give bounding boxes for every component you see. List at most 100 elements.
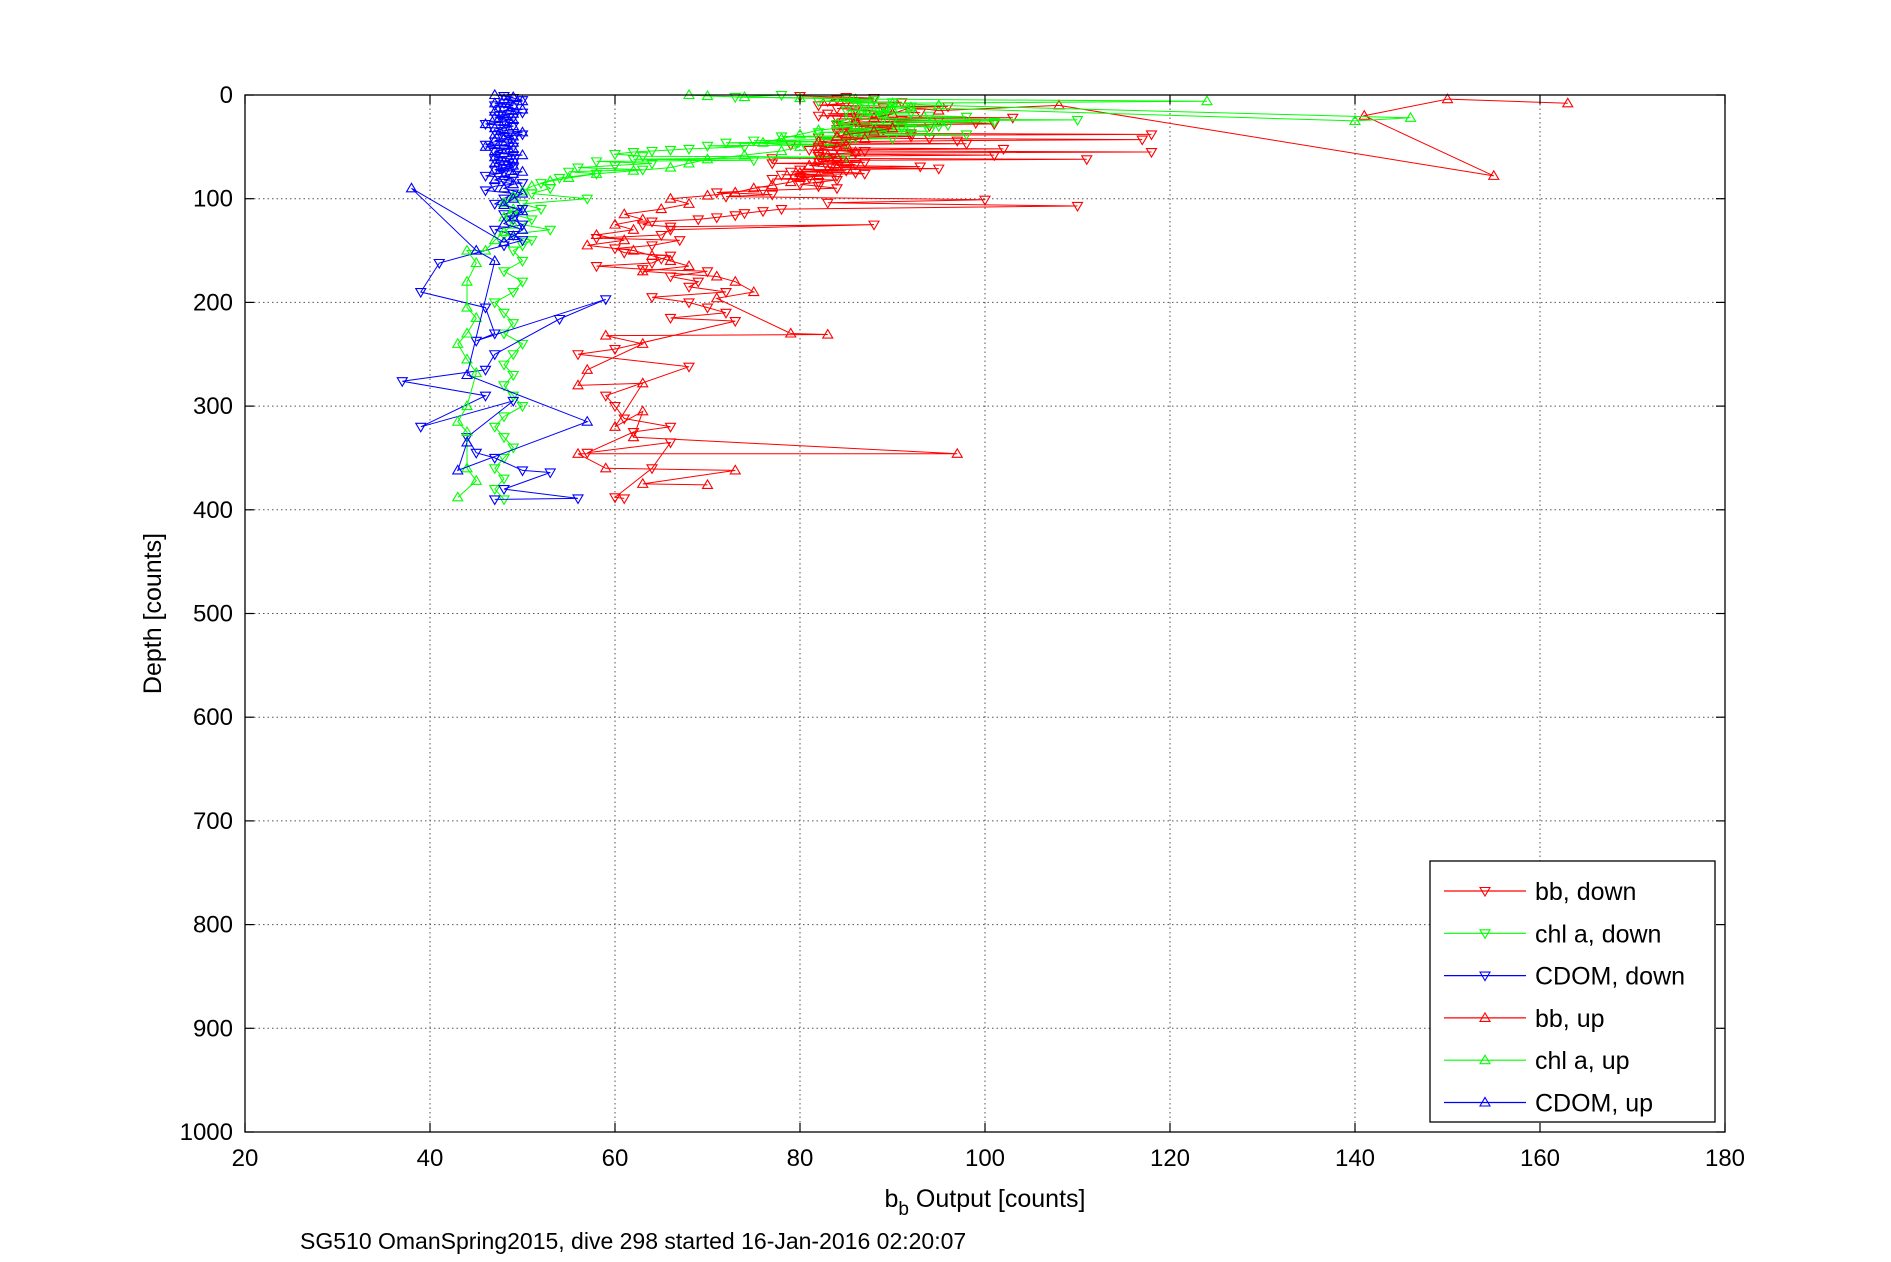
legend-marker	[1479, 929, 1491, 940]
data-point	[710, 188, 723, 199]
data-point	[470, 244, 483, 255]
data-point	[488, 329, 501, 340]
data-point	[812, 111, 825, 122]
data-point	[664, 222, 677, 233]
data-point	[498, 485, 510, 496]
data-point	[516, 241, 529, 252]
data-point	[683, 362, 695, 373]
x-axis-label: bb Output [counts]	[885, 1185, 1086, 1220]
data-point	[488, 165, 501, 176]
data-point	[507, 120, 520, 131]
data-point	[498, 225, 510, 236]
data-point	[646, 249, 658, 260]
data-point	[877, 107, 890, 118]
data-point	[498, 198, 510, 209]
data-point	[821, 163, 834, 174]
data-point	[960, 112, 973, 123]
data-point	[488, 101, 501, 112]
data-point	[812, 150, 825, 161]
data-point	[747, 136, 760, 147]
data-point	[618, 208, 631, 219]
data-point	[581, 239, 594, 250]
data-point	[572, 163, 584, 174]
x-tick-label: 160	[1520, 1145, 1560, 1172]
data-point	[683, 282, 695, 293]
data-point	[498, 132, 510, 143]
data-point	[590, 228, 603, 240]
data-point	[812, 135, 825, 146]
axis-ticks: 20 40 60 80 100 120 140 160 180 0 100 200 300 400 500 6…	[180, 82, 1745, 1172]
data-point	[498, 495, 510, 506]
data-point	[572, 379, 584, 390]
data-point	[636, 265, 649, 276]
legend-label: chl a, down	[1535, 920, 1661, 948]
data-point	[498, 433, 510, 444]
data-point	[461, 327, 473, 338]
data-point	[488, 495, 501, 506]
data-point	[747, 285, 760, 297]
data-point	[683, 157, 695, 168]
data-point	[627, 431, 640, 442]
data-point	[461, 301, 473, 312]
data-point	[923, 111, 936, 122]
data-point	[470, 448, 483, 459]
data-point	[831, 125, 843, 136]
data-point	[516, 179, 529, 190]
data-point	[498, 155, 510, 166]
data-point	[858, 158, 871, 169]
data-point	[886, 97, 899, 108]
data-point	[516, 256, 529, 268]
data-point	[738, 142, 751, 153]
data-point	[516, 205, 529, 216]
data-point	[812, 142, 825, 153]
data-point	[849, 149, 862, 160]
series-4	[451, 88, 1417, 502]
data-point	[479, 391, 492, 402]
data-point	[858, 146, 871, 158]
data-point	[646, 293, 658, 304]
data-point	[766, 190, 779, 201]
data-point	[831, 161, 843, 172]
data-point	[710, 270, 723, 281]
data-point	[507, 287, 520, 299]
data-point	[821, 328, 834, 339]
data-point	[812, 182, 825, 193]
data-point	[794, 171, 806, 183]
data-point	[516, 130, 529, 141]
data-point	[488, 147, 501, 159]
data-point	[636, 213, 649, 224]
data-point	[516, 165, 529, 176]
data-point	[1145, 130, 1158, 141]
data-point	[858, 169, 871, 180]
data-point	[470, 311, 483, 323]
data-point	[868, 118, 880, 130]
data-point	[812, 101, 825, 112]
data-point	[1071, 201, 1084, 213]
data-point	[812, 169, 825, 180]
data-point	[858, 132, 871, 143]
data-point	[507, 215, 520, 226]
data-point	[488, 128, 501, 139]
data-point	[757, 136, 769, 147]
data-point	[507, 211, 520, 222]
data-point	[525, 180, 538, 191]
data-point	[664, 192, 677, 203]
data-point	[535, 205, 547, 216]
data-point	[923, 127, 936, 138]
data-point	[525, 215, 538, 226]
data-point	[979, 195, 991, 206]
data-point	[784, 176, 797, 187]
data-point	[655, 230, 668, 242]
data-point	[683, 298, 695, 309]
data-point	[572, 350, 584, 361]
data-point	[507, 107, 520, 118]
data-point	[488, 234, 501, 245]
data-point	[840, 138, 853, 149]
data-point	[516, 187, 529, 198]
data-point	[461, 244, 473, 255]
data-point	[562, 167, 575, 178]
data-point	[1006, 113, 1019, 124]
data-point	[516, 236, 529, 247]
series-line	[577, 98, 1568, 486]
data-point	[840, 128, 853, 139]
